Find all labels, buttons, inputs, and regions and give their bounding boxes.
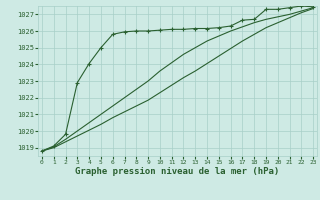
- X-axis label: Graphe pression niveau de la mer (hPa): Graphe pression niveau de la mer (hPa): [76, 167, 280, 176]
